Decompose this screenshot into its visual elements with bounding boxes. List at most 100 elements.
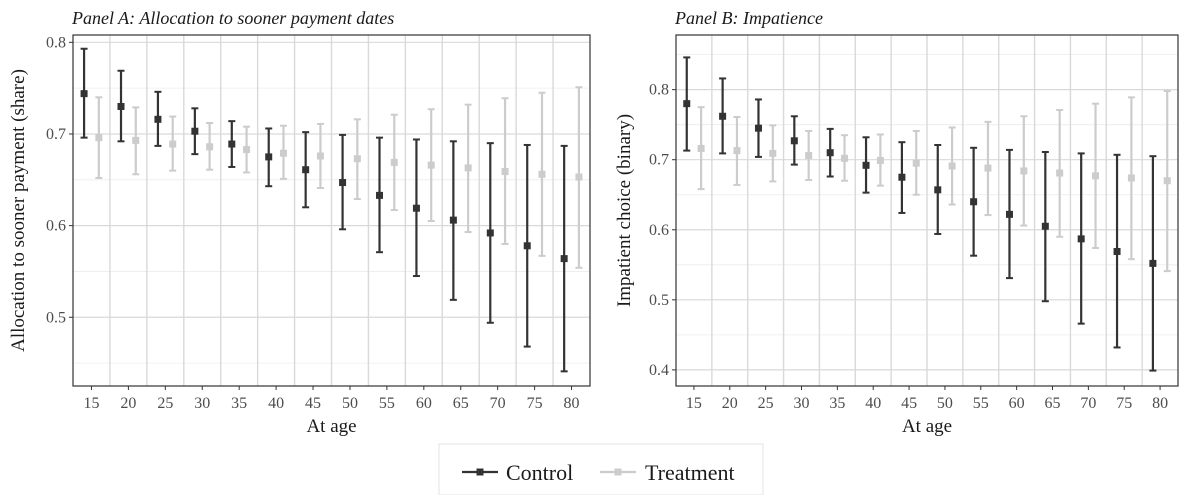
legend: Control Treatment	[438, 443, 764, 496]
point-marker	[805, 152, 813, 160]
point-marker	[970, 198, 978, 206]
x-tick-label: 65	[453, 395, 469, 412]
point-marker	[412, 204, 420, 212]
point-marker	[841, 154, 849, 162]
point-marker	[80, 90, 88, 98]
x-tick-label: 45	[901, 395, 917, 412]
point-marker	[169, 140, 177, 148]
point-marker	[353, 155, 361, 163]
panel-title: Panel A: Allocation to sooner payment da…	[71, 8, 394, 28]
x-tick-label: 55	[973, 395, 989, 412]
point-marker	[523, 242, 531, 250]
x-tick-label: 25	[758, 395, 774, 412]
point-marker	[1149, 259, 1157, 267]
y-axis-label: Allocation to sooner payment (share)	[8, 69, 29, 352]
y-tick-label: 0.5	[46, 309, 66, 326]
point-marker	[501, 168, 509, 176]
x-tick-label: 50	[342, 395, 358, 412]
point-marker	[683, 100, 691, 108]
point-marker	[265, 153, 273, 161]
point-marker	[1020, 167, 1028, 175]
point-marker	[1163, 177, 1171, 185]
point-marker	[697, 144, 705, 152]
point-marker	[243, 146, 251, 154]
series-control	[80, 47, 568, 373]
point-marker	[575, 173, 583, 181]
legend-item-treatment: Treatment	[600, 460, 735, 485]
x-tick-label: 30	[794, 395, 810, 412]
point-marker	[339, 179, 347, 187]
x-tick-label: 80	[1152, 395, 1168, 412]
y-tick-label: 0.7	[649, 152, 669, 169]
point-marker	[1005, 210, 1013, 218]
point-marker	[302, 166, 310, 174]
x-tick-label: 40	[268, 395, 284, 412]
x-tick-label: 25	[157, 395, 173, 412]
x-axis-label: At age	[902, 416, 952, 437]
point-marker	[754, 124, 762, 132]
panel-frame	[675, 34, 1179, 387]
x-tick-label: 35	[829, 395, 845, 412]
legend-label: Control	[506, 460, 573, 485]
x-axis-label: At age	[306, 416, 356, 437]
point-marker	[191, 127, 199, 135]
y-tick-label: 0.8	[649, 82, 669, 99]
series-treatment	[697, 90, 1171, 273]
point-marker	[826, 149, 834, 157]
series-control	[683, 56, 1157, 372]
x-tick-label: 60	[1009, 395, 1025, 412]
point-marker	[719, 112, 727, 120]
series-treatment	[95, 86, 583, 269]
panel-frame	[72, 34, 591, 387]
point-marker	[790, 137, 798, 145]
legend-item-control: Control	[462, 460, 573, 485]
legend-box	[438, 443, 764, 496]
legend-swatch-marker	[476, 468, 484, 476]
point-marker	[376, 191, 384, 199]
y-axis-label: Impatient choice (binary)	[614, 114, 635, 307]
x-tick-label: 60	[416, 395, 432, 412]
y-tick-label: 0.8	[46, 34, 66, 51]
point-marker	[876, 156, 884, 164]
x-tick-label: 15	[686, 395, 702, 412]
legend-label: Treatment	[645, 460, 735, 485]
x-tick-label: 55	[379, 395, 395, 412]
point-marker	[769, 149, 777, 157]
point-marker	[427, 161, 435, 169]
point-marker	[948, 162, 956, 170]
x-tick-label: 80	[564, 395, 580, 412]
point-marker	[279, 149, 287, 157]
point-marker	[560, 255, 568, 263]
point-marker	[862, 161, 870, 169]
point-marker	[1127, 174, 1135, 182]
x-tick-label: 35	[231, 395, 247, 412]
x-tick-label: 30	[194, 395, 210, 412]
x-tick-label: 75	[527, 395, 543, 412]
y-tick-label: 0.6	[46, 218, 66, 235]
x-tick-label: 70	[1080, 395, 1096, 412]
point-marker	[984, 164, 992, 172]
x-tick-label: 50	[937, 395, 953, 412]
point-marker	[132, 136, 140, 144]
panel-b: Panel B: Impatience 0.4 0.5 0.6 0.7 0.8 15 20 25…	[614, 8, 1179, 437]
point-marker	[154, 115, 162, 123]
y-tick-label: 0.5	[649, 292, 669, 309]
point-marker	[1092, 172, 1100, 180]
x-tick-label: 15	[83, 395, 99, 412]
point-marker	[934, 186, 942, 194]
point-marker	[316, 152, 324, 160]
x-tick-label: 65	[1045, 395, 1061, 412]
point-marker	[206, 143, 214, 151]
point-marker	[486, 229, 494, 237]
point-marker	[95, 134, 103, 142]
point-marker	[449, 216, 457, 224]
point-marker	[733, 147, 741, 155]
point-marker	[117, 102, 125, 110]
y-tick-label: 0.6	[649, 222, 669, 239]
point-marker	[538, 170, 546, 178]
x-tick-label: 70	[490, 395, 506, 412]
point-marker	[1077, 235, 1085, 243]
x-tick-label: 45	[305, 395, 321, 412]
